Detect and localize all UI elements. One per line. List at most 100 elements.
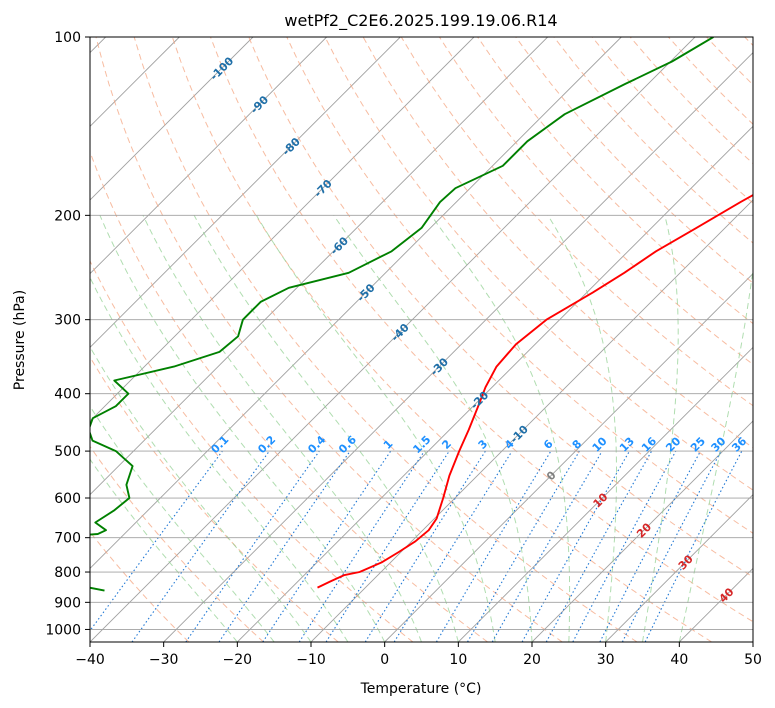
x-axis-ticks: −40 −30 −20 −10 0 10 20 30 40 50 (75, 642, 762, 668)
plot-frame (89, 36, 754, 643)
mixing-ratio-label: 0.1 (208, 433, 231, 456)
mixing-ratio-label: 20 (663, 434, 683, 454)
mixing-ratio-line (435, 450, 552, 642)
dry-adiabat-line (248, 37, 753, 578)
dry-adiabat-line (90, 356, 339, 642)
mixing-ratio-line (393, 450, 513, 642)
dry-adiabat-line (324, 37, 753, 491)
x-tick-label: 0 (380, 652, 389, 668)
isotherm-line (679, 567, 753, 642)
mixing-ratio-label: 0.2 (255, 433, 278, 456)
dry-adiabat-line (90, 259, 414, 642)
x-tick-label: −20 (223, 652, 253, 668)
mixing-ratio-lines (90, 450, 743, 642)
mixing-ratio-line (131, 450, 270, 642)
isotherm-line (90, 37, 548, 496)
isotherm-line (310, 199, 753, 642)
isotherm-label: -70 (312, 177, 335, 200)
y-tick-label: 600 (54, 491, 81, 507)
dry-adiabat-line (171, 37, 712, 642)
mixing-ratio-label: 2 (439, 437, 454, 452)
mixing-ratio-label: 25 (688, 435, 708, 455)
moist-adiabat-line (678, 265, 753, 642)
mixing-ratio-label: 1.5 (410, 433, 433, 456)
isotherm-line (531, 420, 753, 642)
mixing-ratio-line (599, 450, 701, 642)
y-tick-label: 800 (54, 565, 81, 581)
isotherm-label: -80 (280, 135, 303, 158)
moist-adiabat-line (90, 405, 275, 642)
moist-adiabat-lines (90, 215, 753, 642)
moist-adiabat-line (193, 215, 459, 642)
dry-adiabat-line (210, 37, 753, 623)
dry-adiabat-line (668, 37, 753, 125)
isotherm-line (90, 37, 254, 201)
dry-adiabat-line (553, 37, 753, 244)
isotherm-lines (90, 37, 753, 642)
isotherm-line (90, 37, 622, 569)
moist-adiabat-line (642, 215, 679, 642)
temperature-series-line (317, 193, 753, 589)
isotherm-label: -60 (328, 234, 351, 257)
mixing-ratio-label: 30 (709, 434, 729, 454)
x-tick-label: 30 (597, 652, 615, 668)
mixing-ratio-label: 13 (617, 435, 637, 455)
mixing-ratio-line (521, 450, 630, 642)
mixing-ratio-line (325, 450, 450, 642)
profile-series (90, 37, 753, 592)
isotherm-label: 0 (544, 468, 559, 483)
dry-adiabat-line (95, 37, 563, 642)
mixing-ratio-line (572, 450, 677, 642)
isotherm-line (237, 125, 753, 642)
chart-title: wetPf2_C2E6.2025.199.19.06.R14 (284, 11, 557, 31)
moist-adiabat-line (430, 215, 571, 642)
dry-adiabat-line (706, 37, 753, 86)
isotherm-line (163, 52, 753, 642)
pressure-grid-lines (90, 37, 753, 630)
isotherm-line (458, 346, 753, 642)
dewpoint-series-line (90, 37, 714, 592)
mixing-ratio-line (467, 450, 580, 642)
isotherm-line (90, 37, 327, 275)
moist-adiabat-line (90, 458, 238, 642)
mixing-ratio-line (364, 450, 486, 642)
moist-adiabat-line (255, 215, 496, 642)
isotherm-label: -30 (428, 355, 451, 378)
mixing-ratio-line (545, 450, 653, 642)
mixing-ratio-line (298, 450, 425, 642)
isotherm-line (752, 641, 753, 642)
plot-area: 0.1 0.2 0.4 0.6 1 1.5 2 3 4 6 8 10 13 16 20 25 30 36-100-… (90, 37, 753, 642)
isotherm-label: -50 (354, 281, 377, 304)
mixing-ratio-label: 8 (570, 437, 585, 452)
x-tick-label: −30 (149, 652, 179, 668)
x-tick-label: 50 (744, 652, 762, 668)
y-axis-ticks: 100 200 300 400 500 600 700 800 900 1000 (45, 30, 90, 638)
dry-adiabat-line (515, 37, 753, 284)
isotherm-label: 30 (676, 552, 696, 572)
y-tick-label: 300 (54, 313, 81, 329)
x-tick-label: −10 (296, 652, 326, 668)
dry-adiabat-line (90, 445, 264, 642)
moist-adiabat-line (99, 215, 386, 642)
y-tick-label: 500 (54, 444, 81, 460)
x-tick-label: −40 (75, 652, 105, 668)
y-tick-label: 1000 (45, 622, 81, 638)
moist-adiabat-line (90, 345, 312, 642)
x-tick-label: 20 (523, 652, 541, 668)
isotherm-label: 10 (591, 490, 611, 510)
mixing-ratio-line (90, 450, 223, 632)
y-tick-label: 700 (54, 531, 81, 547)
y-axis-title: Pressure (hPa) (12, 290, 28, 390)
mixing-ratio-line (218, 450, 351, 642)
x-tick-label: 40 (670, 652, 688, 668)
mixing-ratio-label: 3 (476, 437, 491, 452)
isotherm-label: -90 (248, 93, 271, 116)
isotherm-line (90, 37, 401, 348)
mixing-ratio-label: 0.4 (305, 433, 328, 456)
mixing-ratio-line (644, 450, 743, 642)
x-axis-title: Temperature (°C) (360, 681, 482, 697)
mixing-ratio-label: 36 (729, 434, 749, 454)
y-tick-label: 200 (54, 208, 81, 224)
dry-adiabat-line (133, 37, 638, 642)
